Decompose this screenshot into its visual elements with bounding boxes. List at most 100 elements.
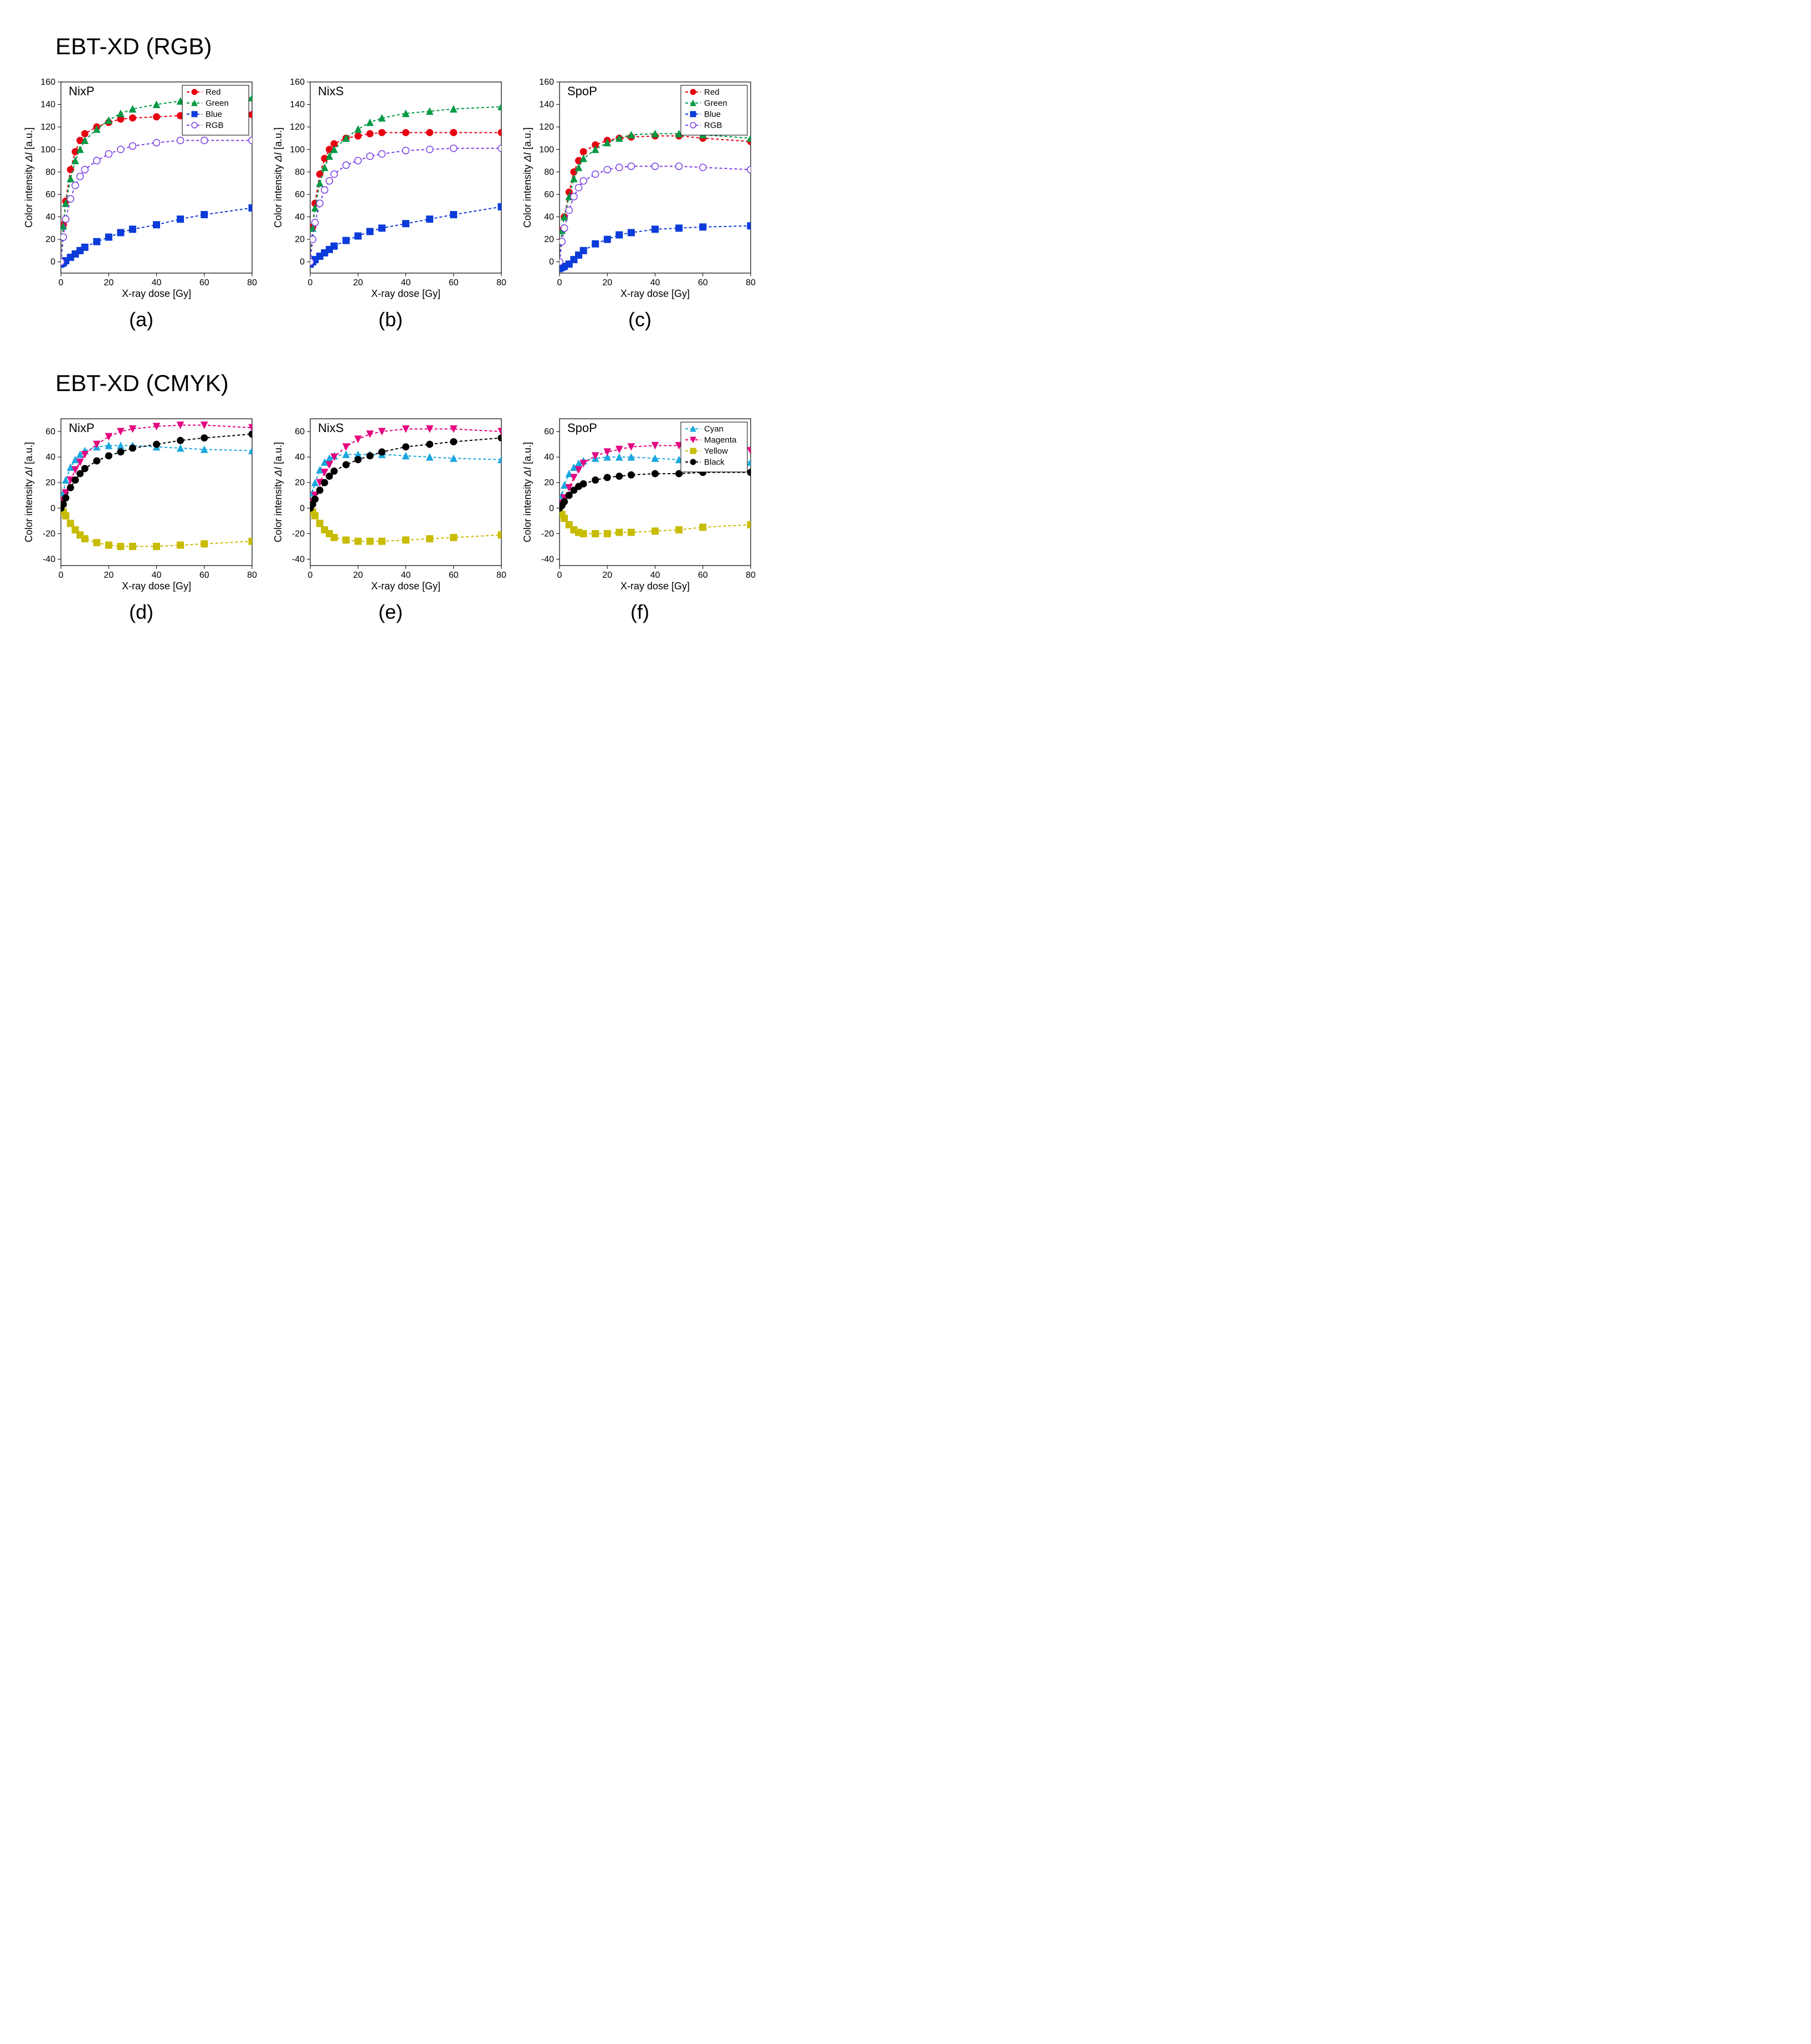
caption-a: (a) <box>129 308 153 331</box>
svg-text:60: 60 <box>698 278 708 287</box>
svg-text:100: 100 <box>40 145 55 155</box>
svg-text:-40: -40 <box>292 554 305 564</box>
svg-text:60: 60 <box>295 190 305 199</box>
svg-text:0: 0 <box>308 278 313 287</box>
svg-text:SpoP: SpoP <box>567 84 597 98</box>
svg-text:0: 0 <box>50 504 55 513</box>
svg-text:20: 20 <box>602 278 612 287</box>
section-cmyk: EBT-XD (CMYK) 0 20 40 60 80 -40 -20 0 20 40 60 X-ra… <box>22 370 1789 624</box>
svg-text:60: 60 <box>45 427 55 436</box>
svg-text:Yellow: Yellow <box>704 446 728 456</box>
svg-text:Color intensity ΔI [a.u.]: Color intensity ΔI [a.u.] <box>522 442 533 542</box>
svg-text:X-ray dose [Gy]: X-ray dose [Gy] <box>620 288 690 299</box>
chart-e: 020406080-40-200204060X-ray dose [Gy]Col… <box>271 408 510 596</box>
svg-text:60: 60 <box>199 278 209 287</box>
chart-cell-b: 020406080020406080100120140160X-ray dose… <box>271 71 510 331</box>
svg-text:60: 60 <box>698 571 708 580</box>
chart-f: 020406080-40-200204060X-ray dose [Gy]Col… <box>521 408 759 596</box>
svg-text:80: 80 <box>746 278 756 287</box>
svg-text:20: 20 <box>104 571 114 580</box>
svg-text:Blue: Blue <box>704 110 721 119</box>
svg-text:80: 80 <box>496 278 506 287</box>
svg-text:80: 80 <box>247 571 257 580</box>
svg-text:RGB: RGB <box>704 121 722 130</box>
chart-b: 020406080020406080100120140160X-ray dose… <box>271 71 510 304</box>
svg-text:RGB: RGB <box>206 121 224 130</box>
svg-text:Color intensity ΔI [a.u.]: Color intensity ΔI [a.u.] <box>23 442 34 542</box>
svg-text:0: 0 <box>59 278 64 287</box>
svg-text:20: 20 <box>295 235 305 244</box>
svg-text:Green: Green <box>704 99 727 108</box>
svg-text:40: 40 <box>650 571 660 580</box>
chart-cell-a: 020406080020406080100120140160X-ray dose… <box>22 71 260 331</box>
svg-text:0: 0 <box>50 258 55 267</box>
svg-text:20: 20 <box>544 478 554 487</box>
svg-text:80: 80 <box>544 167 554 177</box>
svg-text:120: 120 <box>539 122 554 132</box>
svg-text:Magenta: Magenta <box>704 435 737 445</box>
svg-text:60: 60 <box>199 571 209 580</box>
svg-text:100: 100 <box>290 145 305 155</box>
svg-text:20: 20 <box>544 235 554 244</box>
svg-text:120: 120 <box>40 122 55 132</box>
svg-text:Color intensity ΔI [a.u.]: Color intensity ΔI [a.u.] <box>273 127 284 228</box>
svg-text:80: 80 <box>496 571 506 580</box>
svg-text:NixP: NixP <box>69 421 94 435</box>
svg-text:-20: -20 <box>43 529 55 538</box>
svg-text:0: 0 <box>300 504 305 513</box>
svg-text:Color intensity ΔI [a.u.]: Color intensity ΔI [a.u.] <box>522 127 533 228</box>
svg-text:Red: Red <box>206 88 221 97</box>
svg-text:-40: -40 <box>43 554 55 564</box>
svg-text:60: 60 <box>449 571 459 580</box>
svg-text:20: 20 <box>295 478 305 487</box>
svg-text:40: 40 <box>45 453 55 462</box>
section-rgb: EBT-XD (RGB) 020406080020406080100120140… <box>22 33 1789 331</box>
svg-text:X-ray dose [Gy]: X-ray dose [Gy] <box>122 288 191 299</box>
svg-text:Green: Green <box>206 99 229 108</box>
svg-text:SpoP: SpoP <box>567 421 597 435</box>
chart-row-rgb: 0 20 40 60 80 0 20 40 60 80 100 120 140 160 X-ray dose… <box>22 71 1789 331</box>
svg-text:40: 40 <box>295 213 305 222</box>
svg-text:160: 160 <box>290 78 305 87</box>
svg-text:0: 0 <box>549 504 554 513</box>
svg-text:40: 40 <box>401 571 411 580</box>
svg-text:60: 60 <box>295 427 305 436</box>
svg-text:0: 0 <box>549 258 554 267</box>
svg-text:60: 60 <box>544 427 554 436</box>
svg-text:40: 40 <box>544 453 554 462</box>
svg-text:0: 0 <box>557 278 562 287</box>
svg-text:-20: -20 <box>541 529 554 538</box>
caption-b: (b) <box>378 308 403 331</box>
svg-text:X-ray dose [Gy]: X-ray dose [Gy] <box>620 581 690 592</box>
chart-cell-e: 020406080-40-200204060X-ray dose [Gy]Col… <box>271 408 510 624</box>
svg-text:60: 60 <box>45 190 55 199</box>
svg-text:20: 20 <box>45 478 55 487</box>
svg-text:-40: -40 <box>541 554 554 564</box>
svg-text:120: 120 <box>290 122 305 132</box>
svg-text:60: 60 <box>449 278 459 287</box>
svg-text:40: 40 <box>152 278 162 287</box>
chart-cell-f: 020406080-40-200204060X-ray dose [Gy]Col… <box>521 408 759 624</box>
caption-d: (d) <box>129 600 153 624</box>
chart-a: 020406080020406080100120140160X-ray dose… <box>22 71 260 304</box>
svg-text:80: 80 <box>247 278 257 287</box>
caption-f: (f) <box>630 600 649 624</box>
chart-cell-d: 020406080-40-200204060X-ray dose [Gy]Col… <box>22 408 260 624</box>
svg-text:20: 20 <box>602 571 612 580</box>
chart-d: 020406080-40-200204060X-ray dose [Gy]Col… <box>22 408 260 596</box>
svg-text:X-ray dose [Gy]: X-ray dose [Gy] <box>371 288 440 299</box>
svg-text:Black: Black <box>704 458 725 467</box>
section-title-cmyk: EBT-XD (CMYK) <box>55 370 1789 397</box>
svg-text:-20: -20 <box>292 529 305 538</box>
svg-text:60: 60 <box>544 190 554 199</box>
svg-text:40: 40 <box>650 278 660 287</box>
svg-text:140: 140 <box>40 100 55 110</box>
svg-text:0: 0 <box>300 258 305 267</box>
svg-text:100: 100 <box>539 145 554 155</box>
svg-text:20: 20 <box>353 278 363 287</box>
svg-text:40: 40 <box>45 213 55 222</box>
svg-text:40: 40 <box>544 213 554 222</box>
svg-text:40: 40 <box>152 571 162 580</box>
svg-text:40: 40 <box>401 278 411 287</box>
svg-text:Red: Red <box>704 88 720 97</box>
